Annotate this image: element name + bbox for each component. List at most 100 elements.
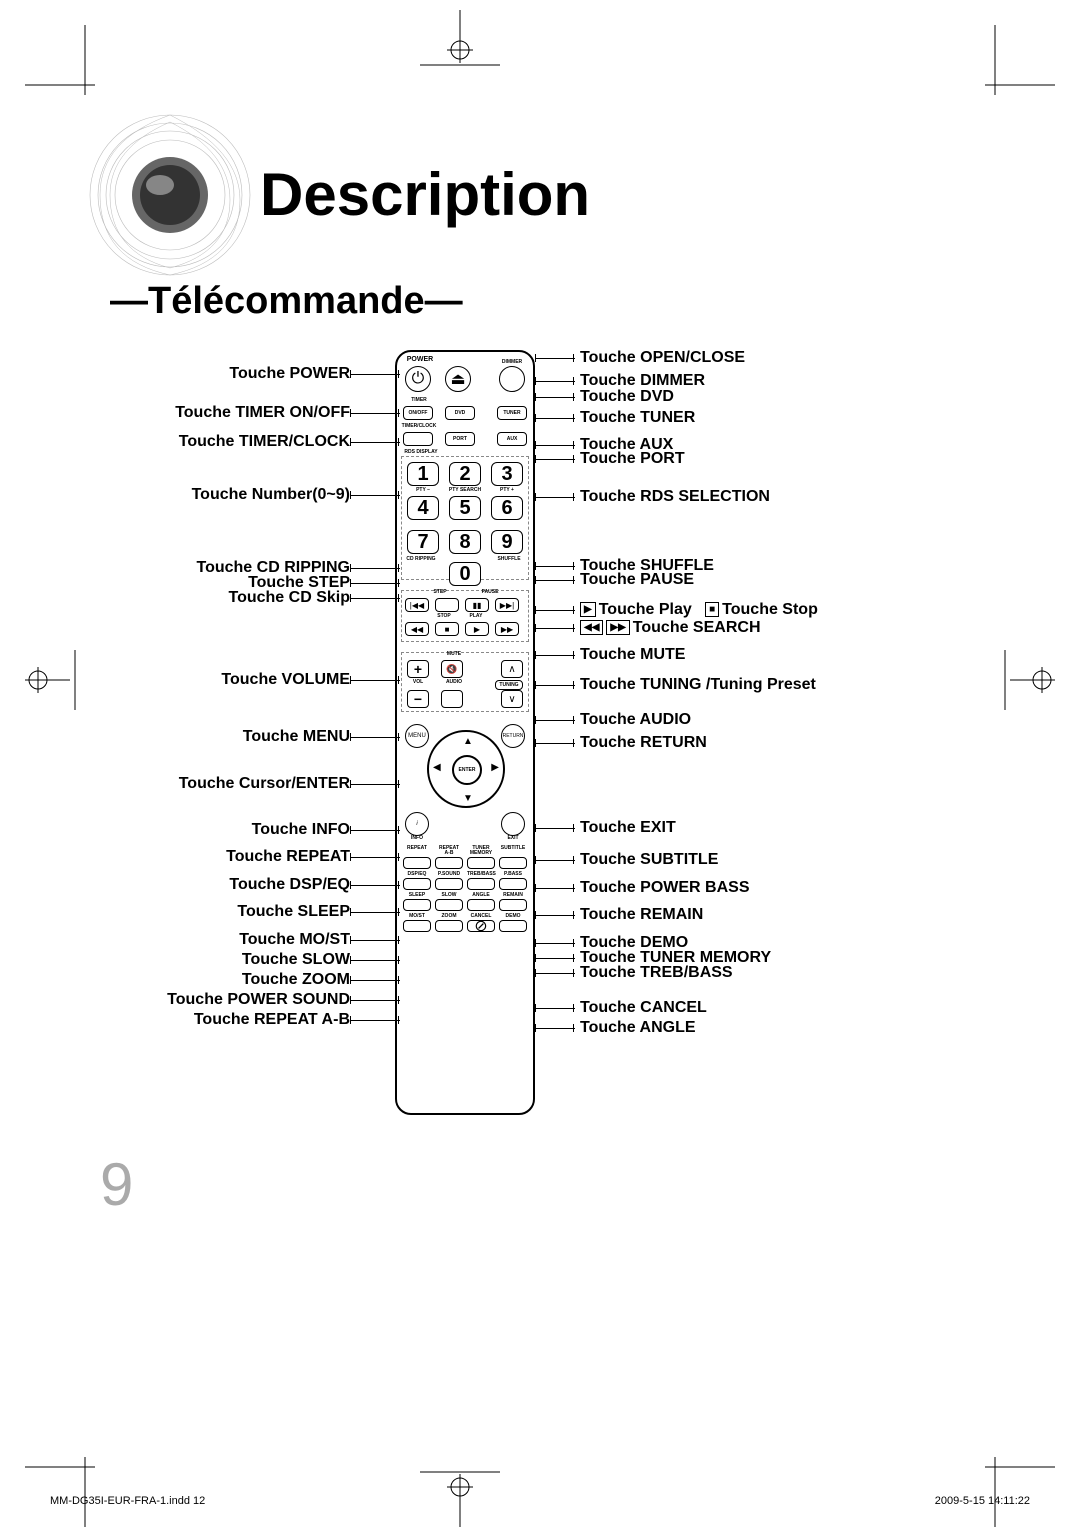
callout-right: Touche MUTE	[580, 646, 685, 664]
crop-mark-bc	[400, 1462, 520, 1527]
digit-1[interactable]: 1	[407, 462, 439, 486]
demo-button[interactable]	[499, 920, 527, 932]
label-zoom: ZOOM	[435, 914, 463, 919]
info-button[interactable]: i	[405, 812, 429, 836]
remain-button[interactable]	[499, 899, 527, 911]
digit-5[interactable]: 5	[449, 496, 481, 520]
dpad-down[interactable]: ▼	[463, 793, 473, 804]
callout-left: Touche POWER SOUND	[90, 991, 350, 1009]
slow-button[interactable]	[435, 899, 463, 911]
zoom-button[interactable]	[435, 920, 463, 932]
leader-line	[535, 743, 575, 744]
timer-onoff-button[interactable]: ON/OFF	[403, 406, 433, 420]
exit-button[interactable]	[501, 812, 525, 836]
leader-tick	[350, 409, 351, 417]
label-mute: MUTE	[441, 652, 467, 657]
dpad-left[interactable]: ◀	[433, 762, 441, 773]
vol-up-button[interactable]: +	[407, 660, 429, 678]
leader-tick	[573, 884, 574, 892]
enter-button[interactable]: ENTER	[452, 755, 482, 785]
digit-6[interactable]: 6	[491, 496, 523, 520]
callout-left: Touche Cursor/ENTER	[90, 775, 350, 793]
dpad-right[interactable]: ▶	[491, 762, 499, 773]
leader-tick	[535, 1024, 536, 1032]
leader-tick	[535, 856, 536, 864]
leader-tick	[535, 911, 536, 919]
leader-tick	[573, 1024, 574, 1032]
audio-button[interactable]	[441, 690, 463, 708]
dvd-button[interactable]: DVD	[445, 406, 475, 420]
digit-8[interactable]: 8	[449, 530, 481, 554]
play-button[interactable]: ▶	[465, 622, 489, 636]
digit-0[interactable]: 0	[449, 562, 481, 586]
tuning-down-button[interactable]: ∨	[501, 690, 523, 708]
digit-9[interactable]: 9	[491, 530, 523, 554]
dspeq-button[interactable]	[403, 878, 431, 890]
digit-3[interactable]: 3	[491, 462, 523, 486]
search-back-button[interactable]: ◀◀	[405, 622, 429, 636]
callout-right: Touche PORT	[580, 450, 685, 468]
return-button[interactable]: RETURN	[501, 724, 525, 748]
power-button[interactable]: ⏻	[405, 366, 431, 392]
menu-button[interactable]: MENU	[405, 724, 429, 748]
label-subtitle: SUBTITLE	[499, 846, 527, 856]
leader-tick	[573, 354, 574, 362]
dpad-up[interactable]: ▲	[463, 736, 473, 747]
leader-tick	[350, 996, 351, 1004]
digit-4[interactable]: 4	[407, 496, 439, 520]
leader-tick	[398, 780, 399, 788]
crop-mark-bl	[25, 1437, 115, 1527]
angle-button[interactable]	[467, 899, 495, 911]
leader-tick	[573, 969, 574, 977]
label-info: INFO	[405, 836, 429, 841]
cancel-button[interactable]: ⊘	[467, 920, 495, 932]
leader-line	[535, 888, 575, 889]
leader-tick	[398, 409, 399, 417]
label-rds-display: RDS DISPLAY	[399, 450, 443, 455]
label-pty-minus: PTY –	[407, 488, 439, 493]
leader-line	[535, 358, 575, 359]
tuning-up-button[interactable]: ∧	[501, 660, 523, 678]
open-close-button[interactable]: ⏏	[445, 366, 471, 392]
step-button[interactable]	[435, 598, 459, 612]
leader-line	[350, 374, 400, 375]
pause-button[interactable]: ▮▮	[465, 598, 489, 612]
leader-tick	[573, 377, 574, 385]
leader-tick	[535, 624, 536, 632]
leader-tick	[535, 1004, 536, 1012]
most-button[interactable]	[403, 920, 431, 932]
dimmer-button[interactable]	[499, 366, 525, 392]
aux-button[interactable]: AUX	[497, 432, 527, 446]
subtitle-button[interactable]	[499, 857, 527, 869]
stop-button[interactable]: ■	[435, 622, 459, 636]
digit-7[interactable]: 7	[407, 530, 439, 554]
callout-right: Touche PAUSE	[580, 571, 694, 589]
skip-fwd-button[interactable]: ▶▶|	[495, 598, 519, 612]
timer-clock-button[interactable]	[403, 432, 433, 446]
leader-line	[350, 940, 400, 941]
leader-tick	[350, 908, 351, 916]
digit-2[interactable]: 2	[449, 462, 481, 486]
leader-tick	[535, 969, 536, 977]
leader-tick	[350, 976, 351, 984]
pbass-button[interactable]	[499, 878, 527, 890]
callout-right: Touche TUNING /Tuning Preset	[580, 676, 816, 694]
mute-button[interactable]: 🔇	[441, 660, 463, 678]
leader-tick	[573, 493, 574, 501]
port-button[interactable]: PORT	[445, 432, 475, 446]
vol-down-button[interactable]: −	[407, 690, 429, 708]
repeat-button[interactable]	[403, 857, 431, 869]
sleep-button[interactable]	[403, 899, 431, 911]
psound-button[interactable]	[435, 878, 463, 890]
trebbass-button[interactable]	[467, 878, 495, 890]
leader-tick	[573, 911, 574, 919]
tuner-memory-button[interactable]	[467, 857, 495, 869]
row-b-labels: DSP/EQ P.SOUND TREB/BASS P.BASS	[403, 872, 531, 877]
tuner-button[interactable]: TUNER	[497, 406, 527, 420]
repeat-ab-button[interactable]	[435, 857, 463, 869]
page-number: 9	[100, 1150, 133, 1219]
leader-tick	[398, 438, 399, 446]
skip-back-button[interactable]: |◀◀	[405, 598, 429, 612]
leader-tick	[535, 884, 536, 892]
search-fwd-button[interactable]: ▶▶	[495, 622, 519, 636]
